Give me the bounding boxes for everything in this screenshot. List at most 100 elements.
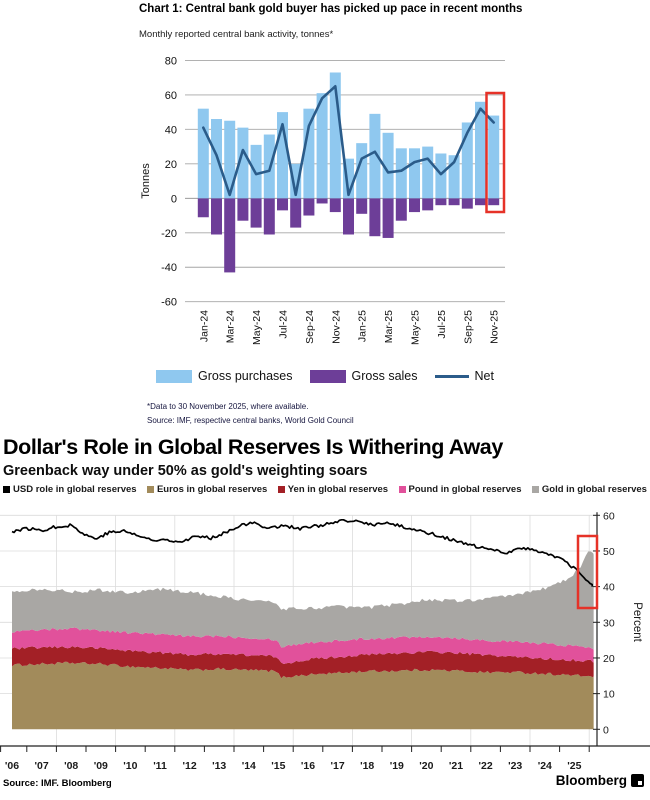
svg-text:-20: -20 xyxy=(161,228,177,240)
svg-text:Jan-24: Jan-24 xyxy=(198,310,210,342)
svg-text:'08: '08 xyxy=(64,760,78,772)
svg-text:10: 10 xyxy=(603,689,615,701)
legend-label: Gold in global reserves xyxy=(541,484,647,495)
chart2-usd-line xyxy=(11,518,594,587)
chart2-legend-item: Pound in global reserves xyxy=(398,484,522,495)
chart1-legend-item: Gross purchases xyxy=(156,369,293,383)
legend-swatch-icon xyxy=(3,486,10,493)
area-euros xyxy=(12,661,594,730)
svg-text:60: 60 xyxy=(603,510,615,522)
svg-text:0: 0 xyxy=(603,724,609,736)
svg-text:'25: '25 xyxy=(567,760,581,772)
legend-label: Gross purchases xyxy=(198,369,293,383)
bloomberg-wordmark: Bloomberg xyxy=(555,773,627,788)
svg-text:50: 50 xyxy=(603,546,615,558)
svg-text:20: 20 xyxy=(603,653,615,665)
svg-text:Tonnes: Tonnes xyxy=(140,163,152,199)
svg-text:'18: '18 xyxy=(360,760,374,772)
svg-text:'16: '16 xyxy=(301,760,315,772)
svg-text:'24: '24 xyxy=(538,760,552,772)
legend-swatch-icon xyxy=(434,374,469,378)
chart1-source: Source: IMF, respective central banks, W… xyxy=(147,416,354,425)
chart1-subtitle: Monthly reported central bank activity, … xyxy=(139,29,334,40)
svg-text:'11: '11 xyxy=(153,760,167,772)
chart2-title: Dollar's Role in Global Reserves Is With… xyxy=(3,435,503,459)
svg-text:May-25: May-25 xyxy=(410,310,422,345)
svg-text:May-24: May-24 xyxy=(251,310,263,345)
chart1-net-line xyxy=(202,84,496,197)
chart2-highlight-box xyxy=(576,534,599,610)
chart2-stacked-areas xyxy=(12,551,594,730)
chart1-gross-purchases-bars xyxy=(197,72,500,199)
svg-text:Mar-24: Mar-24 xyxy=(225,310,237,343)
chart2-y-labels: 0 10 20 30 40 50 60 Percent xyxy=(603,510,643,736)
chart2-subtitle: Greenback way under 50% as gold's weight… xyxy=(3,463,368,479)
chart1-gross-sales-bars xyxy=(197,198,500,273)
chart1-footnote: *Data to 30 November 2025, where availab… xyxy=(147,402,309,411)
area-pound xyxy=(12,627,594,664)
svg-text:'20: '20 xyxy=(419,760,433,772)
chart2-legend: USD role in global reserves Euros in glob… xyxy=(3,484,647,495)
chart2-legend-item: Gold in global reserves xyxy=(531,484,647,495)
svg-text:0: 0 xyxy=(171,193,177,205)
svg-text:'06: '06 xyxy=(5,760,19,772)
area-gold xyxy=(12,551,594,650)
svg-text:'13: '13 xyxy=(212,760,226,772)
legend-swatch-icon xyxy=(277,486,285,493)
svg-text:Jan-25: Jan-25 xyxy=(357,310,369,342)
svg-text:'22: '22 xyxy=(479,760,493,772)
svg-text:30: 30 xyxy=(603,617,615,629)
svg-text:Nov-25: Nov-25 xyxy=(489,310,501,344)
svg-text:Mar-25: Mar-25 xyxy=(383,310,395,343)
legend-swatch-icon xyxy=(146,486,154,493)
svg-text:Percent: Percent xyxy=(631,602,643,642)
legend-label: Euros in global reserves xyxy=(156,484,268,495)
svg-text:20: 20 xyxy=(165,159,177,171)
svg-text:Sep-24: Sep-24 xyxy=(304,310,316,344)
svg-text:'12: '12 xyxy=(183,760,197,772)
svg-text:'23: '23 xyxy=(508,760,522,772)
chart1-x-axis: Jan-24 Mar-24 May-24 Jul-24 Sep-24 Nov-24 Jan-… xyxy=(198,310,500,345)
chart2-x-labels: '06 '07 '08 '09 '10 '11 '12 '13 '14 '15 '16 '17 '18 '… xyxy=(5,760,582,772)
svg-text:'07: '07 xyxy=(35,760,49,772)
legend-swatch-icon xyxy=(398,486,406,493)
svg-text:'17: '17 xyxy=(331,760,345,772)
legend-label: Yen in global reserves xyxy=(287,484,389,495)
svg-text:'10: '10 xyxy=(123,760,137,772)
svg-text:'21: '21 xyxy=(449,760,463,772)
legend-label: Net xyxy=(474,369,494,383)
svg-text:40: 40 xyxy=(603,582,615,594)
legend-label: Pound in global reserves xyxy=(408,484,522,495)
legend-swatch-icon xyxy=(531,486,539,493)
svg-text:40: 40 xyxy=(165,124,177,136)
bloomberg-terminal-icon xyxy=(631,774,644,787)
chart1-legend-item: Gross sales xyxy=(309,369,418,383)
svg-text:'15: '15 xyxy=(271,760,285,772)
svg-text:Jul-24: Jul-24 xyxy=(278,310,290,339)
svg-text:Sep-25: Sep-25 xyxy=(462,310,474,344)
bloomberg-logo: Bloomberg xyxy=(556,773,644,788)
chart1-highlight-box xyxy=(485,91,506,214)
chart2-legend-item: Euros in global reserves xyxy=(146,484,268,495)
legend-label: USD role in global reserves xyxy=(13,484,137,495)
chart2-source: Source: IMF. Bloomberg xyxy=(3,778,112,789)
chart2-legend-item: USD role in global reserves xyxy=(3,484,137,495)
chart2-legend-item: Yen in global reserves xyxy=(277,484,389,495)
svg-text:80: 80 xyxy=(165,55,177,67)
chart1-title: Chart 1: Central bank gold buyer has pic… xyxy=(139,3,523,15)
area-yen xyxy=(12,645,594,679)
legend-label: Gross sales xyxy=(351,369,418,383)
legend-swatch-icon xyxy=(309,369,346,383)
chart1-y-axis: 80 60 40 20 0 -20 -40 -60 Tonnes xyxy=(140,55,177,308)
svg-text:'14: '14 xyxy=(242,760,256,772)
legend-swatch-icon xyxy=(156,369,193,383)
svg-text:-40: -40 xyxy=(161,262,177,274)
chart1-legend-item: Net xyxy=(434,369,494,383)
svg-text:'19: '19 xyxy=(390,760,404,772)
svg-text:-60: -60 xyxy=(161,297,177,309)
svg-text:60: 60 xyxy=(165,90,177,102)
svg-text:Nov-24: Nov-24 xyxy=(330,310,342,344)
svg-text:'09: '09 xyxy=(94,760,108,772)
